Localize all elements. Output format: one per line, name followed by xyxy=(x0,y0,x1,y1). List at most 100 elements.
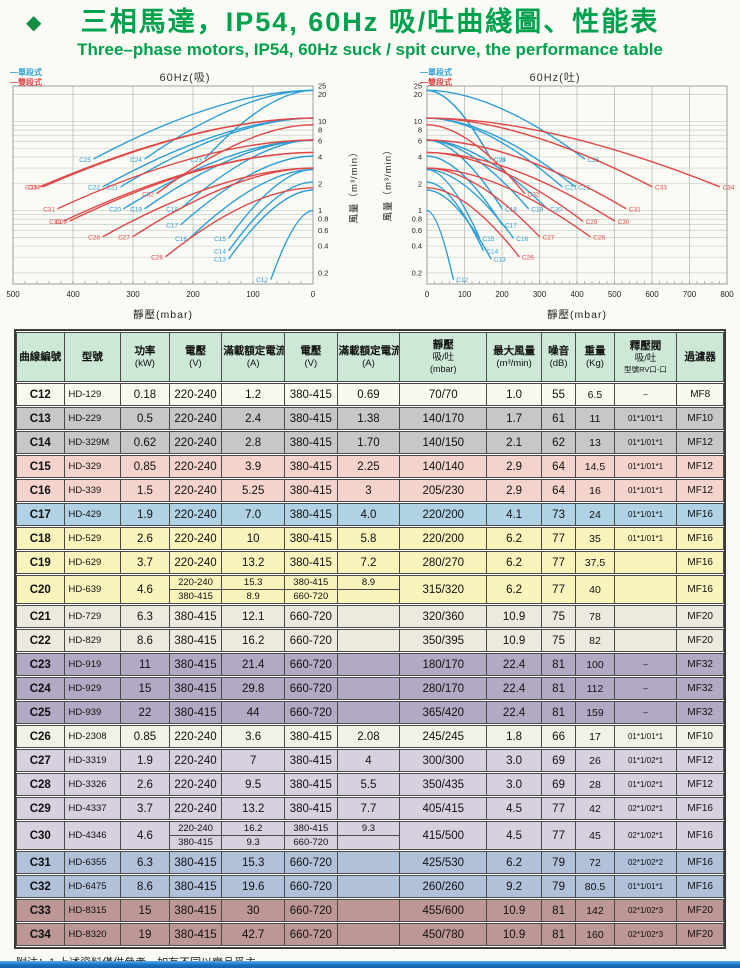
svg-text:C22: C22 xyxy=(88,185,100,192)
svg-text:200: 200 xyxy=(186,290,200,299)
cell-current-1: 13.2 xyxy=(222,797,286,820)
cell-voltage-2: 380-415 xyxy=(285,431,338,454)
cell-weight: 37.5 xyxy=(576,551,615,574)
svg-text:0.4: 0.4 xyxy=(412,242,422,251)
cell-current-1: 19.6 xyxy=(222,875,286,898)
svg-text:C29: C29 xyxy=(586,219,598,226)
cell-relief-valve: 02*1/02*2 xyxy=(614,851,678,874)
table-row: C15 HD-329 0.85 220-240 3.9 380-415 2.25 140/14… xyxy=(16,455,724,478)
cell-pressure: 320/360 xyxy=(400,605,488,628)
svg-text:600: 600 xyxy=(645,290,659,299)
cell-max-flow: 1.0 xyxy=(487,383,542,406)
cell-weight: 80.5 xyxy=(576,875,615,898)
svg-text:C33: C33 xyxy=(655,185,667,192)
cell-model: HD-939 xyxy=(64,701,122,724)
cell-voltage-1: 380-415 xyxy=(169,677,223,700)
cell-max-flow: 2.9 xyxy=(487,479,542,502)
svg-text:C17: C17 xyxy=(505,223,517,230)
svg-text:C12: C12 xyxy=(256,277,268,284)
cell-current-1: 3.9 xyxy=(222,455,286,478)
cell-relief-valve: 02*1/02*1 xyxy=(614,797,678,820)
cell-max-flow: 4.5 xyxy=(487,821,542,850)
svg-text:8: 8 xyxy=(318,126,322,135)
cell-model: HD-339 xyxy=(64,479,122,502)
cell-pressure: 140/140 xyxy=(400,455,488,478)
cell-power: 1.9 xyxy=(121,503,170,526)
col-header: 靜壓 吸/吐 (mbar) xyxy=(400,332,488,382)
cell-model: HD-4346 xyxy=(64,821,122,850)
cell-weight: 24 xyxy=(576,503,615,526)
svg-text:700: 700 xyxy=(683,290,697,299)
svg-text:C20: C20 xyxy=(109,207,121,214)
svg-text:0.6: 0.6 xyxy=(318,226,328,235)
cell-model: HD-829 xyxy=(64,629,122,652)
cell-relief-valve: 01*1/01*1 xyxy=(614,455,678,478)
cell-power: 1.9 xyxy=(121,749,170,772)
table-row: C26 HD-2308 0.85 220-240 3.6 380-415 2.08 245/2… xyxy=(16,725,724,748)
cell-weight: 42 xyxy=(576,797,615,820)
cell-noise: 73 xyxy=(541,503,577,526)
cell-power: 2.6 xyxy=(121,527,170,550)
cell-power: 0.5 xyxy=(121,407,170,430)
svg-text:10: 10 xyxy=(318,117,326,126)
svg-text:C21: C21 xyxy=(106,185,118,192)
svg-text:C34: C34 xyxy=(723,185,735,192)
cell-power: 0.18 xyxy=(121,383,170,406)
cell-filter: MF16 xyxy=(677,551,724,574)
cell-max-flow: 10.9 xyxy=(487,899,542,922)
cell-current-1: 21.4 xyxy=(222,653,286,676)
cell-power: 3.7 xyxy=(121,797,170,820)
svg-text:C15: C15 xyxy=(483,236,495,243)
discharge-curve-chart: —單段式 —雙段式 60Hz(吐) C12 C13 C14 C15 C16 C17 C18 C… xyxy=(370,66,740,324)
cell-pressure: 280/270 xyxy=(400,551,488,574)
cell-curve-no: C21 xyxy=(16,605,65,628)
charts-section: —單段式 —雙段式 60Hz(吸) C12 C13 C14 C15 C16 C17 C18 C… xyxy=(0,66,740,324)
table-row: C19 HD-629 3.7 220-240 13.2 380-415 7.2 280/270… xyxy=(16,551,724,574)
svg-text:C29: C29 xyxy=(55,219,67,226)
cell-current-2: 3 xyxy=(337,479,401,502)
cell-voltage-2: 380-415 xyxy=(285,503,338,526)
cell-filter: MF16 xyxy=(677,797,724,820)
cell-relief-valve: – xyxy=(614,701,678,724)
svg-text:20: 20 xyxy=(414,90,422,99)
cell-current-1: 16.2 9.3 xyxy=(222,821,286,850)
cell-curve-no: C32 xyxy=(16,875,65,898)
svg-text:20: 20 xyxy=(318,90,326,99)
cell-max-flow: 22.4 xyxy=(487,653,542,676)
cell-voltage-1: 220-240 xyxy=(169,383,223,406)
cell-model: HD-429 xyxy=(64,503,122,526)
cell-max-flow: 22.4 xyxy=(487,677,542,700)
cell-current-1: 42.7 xyxy=(222,923,286,946)
svg-text:C26: C26 xyxy=(522,254,534,261)
cell-weight: 112 xyxy=(576,677,615,700)
cell-power: 8.6 xyxy=(121,629,170,652)
svg-text:C30: C30 xyxy=(49,219,61,226)
cell-current-2 xyxy=(337,899,401,922)
svg-text:C20: C20 xyxy=(550,207,562,214)
cell-curve-no: C24 xyxy=(16,677,65,700)
svg-text:C16: C16 xyxy=(175,236,187,243)
cell-max-flow: 6.2 xyxy=(487,851,542,874)
cell-voltage-2: 380-415 xyxy=(285,551,338,574)
chart-title-suction: 60Hz(吸) xyxy=(159,72,211,84)
cell-noise: 81 xyxy=(541,923,577,946)
cell-curve-no: C30 xyxy=(16,821,65,850)
svg-text:0: 0 xyxy=(311,290,316,299)
cell-max-flow: 2.9 xyxy=(487,455,542,478)
cell-curve-no: C16 xyxy=(16,479,65,502)
svg-text:C19: C19 xyxy=(130,207,142,214)
table-row: C17 HD-429 1.9 220-240 7.0 380-415 4.0 220/200 4… xyxy=(16,503,724,526)
cell-weight: 14.5 xyxy=(576,455,615,478)
svg-text:C25: C25 xyxy=(588,157,600,164)
cell-relief-valve: 02*1/02*1 xyxy=(614,821,678,850)
cell-weight: 13 xyxy=(576,431,615,454)
cell-current-2 xyxy=(337,629,401,652)
table-row: C20 HD-639 4.6 220-240 380-415 15.3 8.9 380-415… xyxy=(16,575,724,604)
cell-weight: 6.5 xyxy=(576,383,615,406)
svg-text:C32: C32 xyxy=(142,191,154,198)
table-row: C24 HD-929 15 380-415 29.8 660-720 280/170 22.4… xyxy=(16,677,724,700)
svg-text:200: 200 xyxy=(495,290,509,299)
cell-current-2: 2.25 xyxy=(337,455,401,478)
svg-text:0: 0 xyxy=(425,290,430,299)
cell-pressure: 415/500 xyxy=(400,821,488,850)
